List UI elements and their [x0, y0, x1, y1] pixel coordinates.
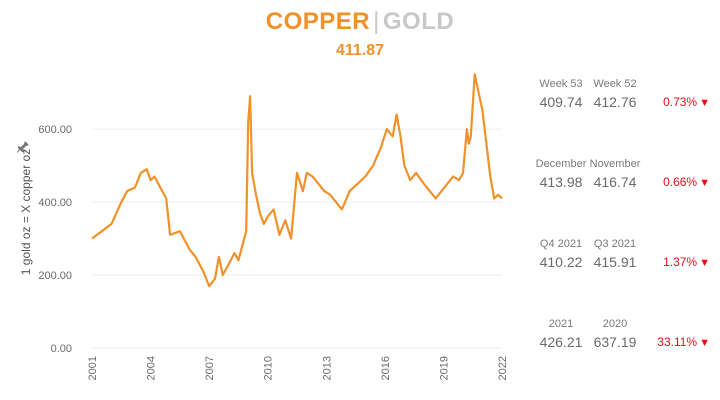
stat-row: 2021 426.21 2020 637.19 33.11% ▼	[530, 318, 710, 398]
stat-row: Week 53 409.74 Week 52 412.76 0.73% ▼	[530, 78, 710, 158]
triangle-down-icon: ▼	[699, 337, 710, 349]
y-axis-label: 1 gold oz = X copper oz	[19, 149, 33, 275]
stat-value-previous: 412.76	[593, 94, 637, 110]
stat-change: 1.37% ▼	[663, 255, 710, 269]
stat-value-previous: 637.19	[593, 334, 637, 350]
chart-gridlines	[92, 128, 502, 349]
stat-label-current: Q4 2021	[539, 238, 583, 250]
title-gold: GOLD	[382, 8, 455, 35]
current-ratio-value: 411.87	[335, 42, 385, 59]
stat-label-current: December	[535, 158, 587, 170]
stat-change-percent: 0.66%	[663, 175, 698, 189]
triangle-down-icon: ▼	[699, 257, 710, 269]
stat-change-percent: 33.11%	[657, 335, 698, 349]
stat-value-current: 413.98	[539, 174, 583, 190]
y-tick-label: 0.00	[51, 343, 72, 355]
stat-change: 0.73% ▼	[663, 95, 710, 109]
stat-row: December 413.98 November 416.74 0.66% ▼	[530, 158, 710, 238]
stat-label-previous: Week 52	[593, 78, 637, 90]
stat-change: 0.66% ▼	[663, 175, 710, 189]
x-tick-label: 2001	[87, 356, 99, 380]
pin-icon[interactable]	[16, 140, 30, 154]
x-tick-label: 2010	[263, 356, 275, 380]
chart-title: COPPER | GOLD	[0, 8, 720, 36]
stat-label-previous: 2020	[602, 318, 628, 330]
y-tick-label: 600.00	[38, 124, 72, 136]
stat-label-previous: Q3 2021	[593, 238, 637, 250]
stat-label-previous: November	[589, 158, 641, 170]
x-tick-label: 2007	[204, 356, 216, 380]
x-tick-label: 2004	[146, 356, 158, 380]
title-separator: |	[373, 8, 380, 35]
stat-value-previous: 415.91	[593, 254, 637, 270]
title-copper: COPPER	[265, 8, 371, 35]
stat-value-previous: 416.74	[593, 174, 637, 190]
x-axis-ticks: 2001 2004 2007 2010 2013 2016 2019 2022	[87, 356, 509, 380]
stat-label-current: Week 53	[539, 78, 583, 90]
y-axis-ticks: 0.00 200.00 400.00 600.00	[38, 124, 72, 355]
stat-change: 33.11% ▼	[657, 335, 710, 349]
triangle-down-icon: ▼	[699, 177, 710, 189]
x-tick-label: 2016	[380, 356, 392, 380]
stat-change-percent: 0.73%	[663, 95, 698, 109]
stats-panel: Week 53 409.74 Week 52 412.76 0.73% ▼ December…	[530, 78, 710, 398]
stat-value-current: 410.22	[539, 254, 583, 270]
x-tick-label: 2022	[497, 356, 509, 380]
series-line	[91, 73, 503, 288]
triangle-down-icon: ▼	[699, 97, 710, 109]
stat-row: Q4 2021 410.22 Q3 2021 415.91 1.37% ▼	[530, 238, 710, 318]
x-tick-label: 2019	[438, 356, 450, 380]
y-tick-label: 200.00	[38, 270, 72, 282]
y-tick-label: 400.00	[38, 197, 72, 209]
x-tick-label: 2013	[321, 356, 333, 380]
stat-change-percent: 1.37%	[663, 255, 698, 269]
stat-value-current: 409.74	[539, 94, 583, 110]
stat-label-current: 2021	[548, 318, 574, 330]
stat-value-current: 426.21	[539, 334, 583, 350]
